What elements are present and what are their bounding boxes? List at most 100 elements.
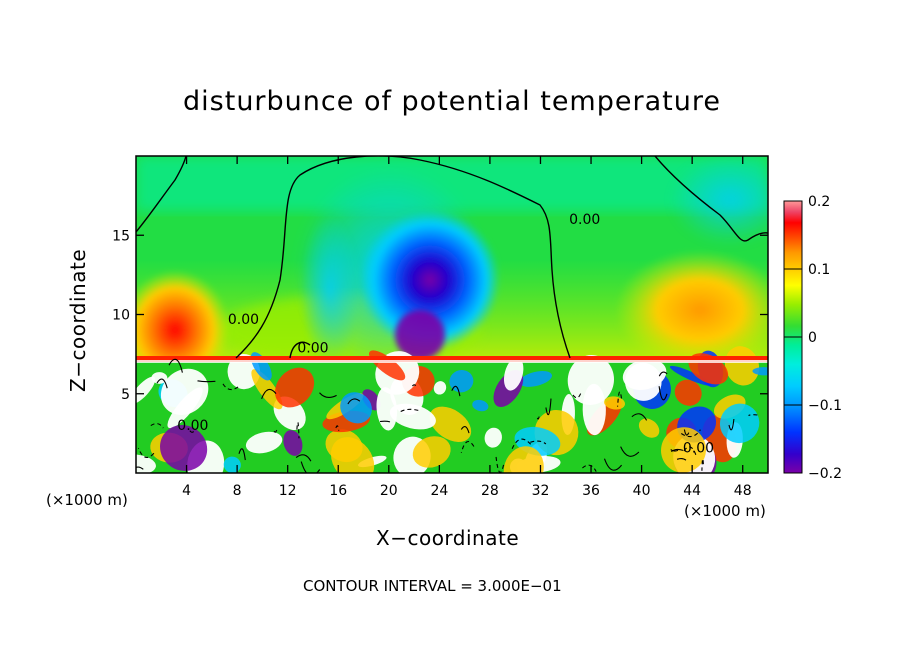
turbulence-blob xyxy=(160,425,208,471)
turbulence-blob xyxy=(160,368,209,415)
turbulence-blob xyxy=(674,379,702,406)
x-tick-label: 16 xyxy=(329,483,347,499)
zero-contour-small xyxy=(289,341,311,359)
lower-contour xyxy=(617,391,623,407)
x-tick-label: 20 xyxy=(380,483,398,499)
lower-contour xyxy=(545,398,552,416)
turbulence-blob xyxy=(484,427,502,448)
lower-contour xyxy=(197,380,216,383)
lower-contour xyxy=(495,455,505,473)
lower-contour xyxy=(658,386,668,401)
contour-label: 0.00 xyxy=(177,418,208,434)
zero-contour-left xyxy=(136,156,187,233)
turbulence-blob xyxy=(661,427,707,473)
lower-contour xyxy=(582,464,597,472)
colorbar-ticks: −0.2 −0.1 0 0.1 0.2 xyxy=(784,194,842,482)
lower-contour xyxy=(603,458,623,471)
contour-lines xyxy=(136,156,768,473)
turbulence-blob xyxy=(752,367,768,376)
chart-title: disturbunce of potential temperature xyxy=(183,86,721,117)
turbulence-blob xyxy=(245,431,283,454)
lower-contour xyxy=(379,420,391,423)
lower-contour xyxy=(156,378,168,389)
x-tick-label: 44 xyxy=(683,483,701,499)
turbulence-blob xyxy=(604,396,626,410)
turbulence-blob xyxy=(503,446,544,473)
turbulence-blob xyxy=(340,392,372,424)
turbulence-blob xyxy=(376,387,398,431)
colorbar-tick-label: 0.2 xyxy=(808,194,830,210)
turbulence-blob xyxy=(429,406,472,442)
turbulence-blob xyxy=(389,403,436,430)
lower-contour xyxy=(451,385,461,397)
x-axis-ticks: 4 8 12 16 20 24 28 32 36 40 44 48 xyxy=(182,156,752,499)
y-tick-label: 15 xyxy=(112,228,130,244)
contour-label: 0.00 xyxy=(683,440,714,456)
lower-contour xyxy=(680,429,701,438)
lower-contour xyxy=(676,457,687,461)
zero-contour-right xyxy=(654,156,768,242)
x-axis-unit-left: (×1000 m) xyxy=(46,491,128,509)
lower-contour xyxy=(683,446,697,457)
x-tick-label: 24 xyxy=(430,483,448,499)
turbulence-blob xyxy=(719,403,760,444)
turbulence-blob xyxy=(472,399,489,412)
colorbar-tick-label: −0.1 xyxy=(808,398,842,414)
y-tick-label: 10 xyxy=(112,308,130,324)
lower-contour xyxy=(683,429,690,436)
lower-contour xyxy=(347,398,361,405)
x-axis-unit-right: (×1000 m) xyxy=(684,502,766,520)
x-tick-label: 48 xyxy=(734,483,752,499)
contour-label: 0.00 xyxy=(297,341,328,357)
upper-field xyxy=(136,156,768,390)
contour-labels: 0.00 0.00 0.00 0.00 0.00 xyxy=(177,212,714,456)
lower-contour xyxy=(261,388,277,399)
lower-contour xyxy=(168,358,183,373)
lower-contour xyxy=(460,426,470,434)
lower-contour xyxy=(728,418,735,431)
contour-label: 0.00 xyxy=(228,312,259,328)
lower-contour xyxy=(137,447,155,458)
lower-contour xyxy=(296,421,300,439)
lower-contour xyxy=(670,449,679,452)
x-axis-label: X−coordinate xyxy=(376,526,520,550)
lower-contour xyxy=(670,448,684,453)
turbulence-blob xyxy=(274,367,315,408)
y-tick-label: 5 xyxy=(121,387,130,403)
lower-contour xyxy=(222,383,239,391)
contour-label: 0.00 xyxy=(569,212,600,228)
x-tick-label: 12 xyxy=(279,483,297,499)
colorbar-tick-label: 0 xyxy=(808,330,817,346)
lower-contour xyxy=(136,466,144,470)
lower-contour xyxy=(530,440,547,445)
colorbar-tick-label: −0.2 xyxy=(808,466,842,482)
lower-contour xyxy=(238,448,246,461)
turbulence-blob xyxy=(412,436,451,468)
lower-contour xyxy=(319,392,337,399)
x-tick-label: 36 xyxy=(582,483,600,499)
lower-contour xyxy=(295,454,312,462)
lower-contour xyxy=(701,458,704,471)
turbulence-blob xyxy=(251,369,283,410)
turbulence-blob xyxy=(151,372,168,384)
turbulence-blob xyxy=(283,430,303,456)
lower-contour xyxy=(510,438,532,452)
x-tick-label: 32 xyxy=(532,483,550,499)
lower-contour xyxy=(748,414,758,417)
turbulence-blob xyxy=(669,365,712,386)
turbulence-blob xyxy=(625,362,662,401)
lower-contour xyxy=(620,446,640,457)
contour-interval-note: CONTOUR INTERVAL = 3.000E−01 xyxy=(303,577,562,595)
turbulence-blob xyxy=(330,437,375,473)
turbulence-blob xyxy=(519,370,553,387)
lower-contour xyxy=(536,416,540,420)
lower-contour xyxy=(658,371,668,377)
turbulence-blob xyxy=(638,418,660,438)
colorbar-tick-label: 0.1 xyxy=(808,262,830,278)
lower-contour xyxy=(460,440,475,453)
x-tick-label: 4 xyxy=(182,483,191,499)
turbulence-blob xyxy=(567,355,614,405)
lower-contour xyxy=(189,430,195,433)
lower-turbulent-layer xyxy=(136,346,768,473)
